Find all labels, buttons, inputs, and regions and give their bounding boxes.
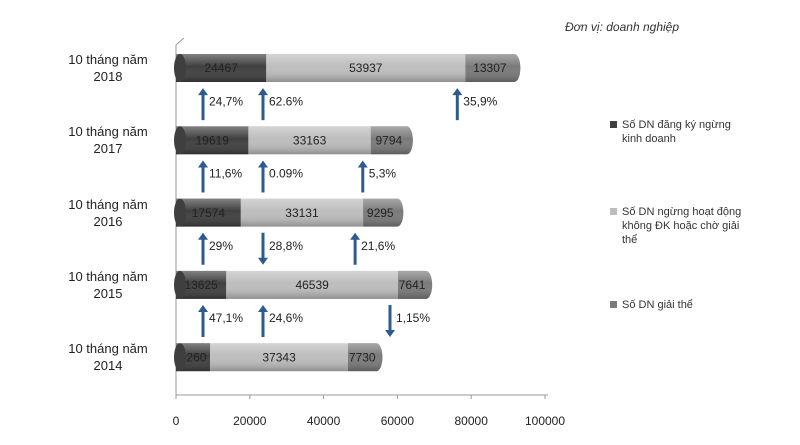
growth-label: 11,6% — [209, 167, 242, 181]
arrow-head — [357, 160, 368, 168]
value-label: 19619 — [196, 133, 230, 147]
growth-label: 29% — [209, 239, 233, 253]
unit-note: Đơn vị: doanh nghiệp — [565, 20, 679, 34]
bar-cap-shade — [508, 54, 521, 82]
value-label: 9295 — [367, 206, 394, 220]
growth-label: 62.6% — [269, 94, 303, 108]
legend-item: Số DN ngừng hoạt động không ĐK hoặc chờ … — [610, 205, 742, 247]
bar-shade — [266, 54, 466, 82]
bar-shade — [176, 198, 241, 227]
value-label: 37343 — [262, 350, 296, 364]
bar-shade — [176, 126, 249, 155]
value-label: 7730 — [349, 350, 376, 364]
growth-label: 1,15% — [396, 311, 430, 325]
growth-label: 24,7% — [209, 94, 243, 108]
growth-label: 0.09% — [269, 167, 303, 181]
arrow-head — [258, 160, 268, 168]
bar-cap-shade — [391, 198, 404, 227]
growth-label: 21,6% — [361, 239, 395, 253]
bar-shade — [210, 343, 348, 372]
bar-base — [174, 54, 186, 82]
arrow-head — [198, 305, 208, 313]
bar-shade — [226, 270, 399, 299]
arrow-head — [258, 88, 268, 96]
bar-cap-shade — [400, 126, 413, 155]
value-label: 53937 — [349, 61, 383, 75]
x-tick-label: 20000 — [233, 414, 267, 428]
bar-shade — [465, 54, 515, 82]
bar-shade — [248, 126, 371, 155]
value-label: 46539 — [295, 278, 329, 292]
bar-cap-shade — [370, 343, 383, 372]
value-label: 9260 — [180, 350, 207, 364]
category-label: 10 tháng năm 2016 — [68, 196, 148, 229]
legend-label: Số DN ngừng hoạt động không ĐK hoặc chờ … — [622, 206, 742, 246]
growth-label: 28,8% — [269, 239, 303, 253]
value-label: 24467 — [204, 61, 238, 75]
bar-base — [174, 198, 186, 227]
category-label: 10 tháng năm 2017 — [68, 124, 148, 157]
value-label: 13307 — [473, 61, 507, 75]
x-tick-label: 80000 — [455, 414, 489, 428]
x-tick-label: 40000 — [307, 414, 341, 428]
growth-label: 35,9% — [463, 94, 497, 108]
value-label: 17574 — [192, 206, 226, 220]
bar-base — [174, 270, 186, 299]
category-label: 10 tháng năm 2014 — [68, 341, 148, 374]
x-tick-label: 60000 — [381, 414, 415, 428]
bar-shade — [240, 198, 364, 227]
legend-swatch — [610, 301, 617, 308]
legend-swatch — [610, 121, 617, 128]
legend-swatch — [610, 208, 617, 215]
bar-base — [174, 126, 186, 155]
bar-shade — [370, 126, 407, 155]
value-label: 33131 — [285, 206, 319, 220]
growth-label: 47,1% — [209, 311, 243, 325]
growth-label: 5,3% — [369, 167, 397, 181]
legend-item: Số DN đăng ký ngừng kinh doanh — [610, 118, 742, 146]
bar-shade — [176, 54, 267, 82]
x-tick-label: 100000 — [525, 414, 565, 428]
arrow-head — [258, 305, 268, 313]
x-tick-label: 0 — [173, 414, 180, 428]
value-label: 9794 — [375, 133, 402, 147]
legend-item: Số DN giải thể — [610, 298, 742, 312]
bar-base — [174, 343, 186, 372]
arrow-head — [452, 88, 463, 96]
arrow-head — [198, 88, 208, 96]
value-label: 7641 — [399, 278, 426, 292]
arrow-head — [350, 232, 361, 240]
arrow-head — [198, 160, 208, 168]
arrow-head — [198, 232, 208, 240]
category-label: 10 tháng năm 2015 — [68, 268, 148, 301]
legend-label: Số DN đăng ký ngừng kinh doanh — [622, 119, 731, 145]
arrow-head — [385, 330, 396, 338]
growth-label: 24,6% — [269, 311, 303, 325]
arrow-head — [258, 257, 268, 265]
value-label: 33163 — [293, 133, 327, 147]
legend-label: Số DN giải thể — [622, 299, 693, 311]
bar-cap-shade — [420, 270, 433, 299]
category-label: 10 tháng năm 2018 — [68, 52, 148, 84]
value-label: 13625 — [184, 278, 218, 292]
